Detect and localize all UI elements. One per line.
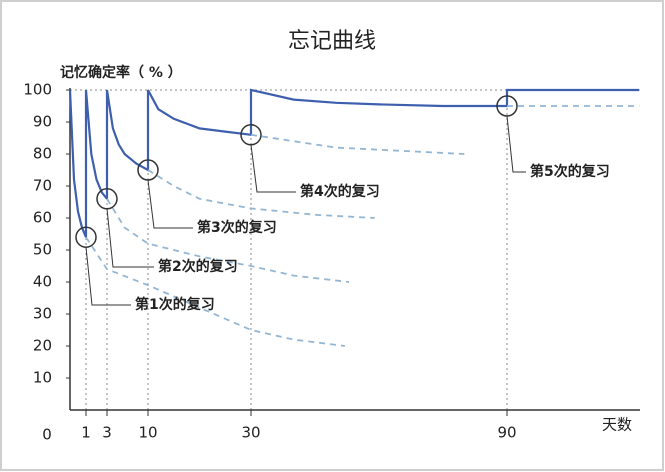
leader-line bbox=[250, 144, 296, 193]
y-tick-label: 90 bbox=[33, 113, 52, 131]
series-line bbox=[68, 88, 640, 238]
annotation-label: 第3次的复习 bbox=[197, 219, 277, 236]
review-marker bbox=[75, 226, 97, 248]
y-tick-label: 100 bbox=[23, 81, 52, 99]
y-tick-label: 50 bbox=[33, 241, 52, 259]
y-tick-label: 70 bbox=[33, 177, 52, 195]
review-marker bbox=[137, 159, 159, 181]
review-marker bbox=[240, 124, 262, 146]
y-tick-label: 20 bbox=[33, 337, 52, 355]
y-axis-label: 记忆确定率（ % ） bbox=[60, 64, 182, 81]
series-line bbox=[147, 169, 375, 219]
x-tick-label: 3 bbox=[102, 424, 112, 442]
x-tick-label: 0 bbox=[42, 426, 52, 444]
leader-line bbox=[106, 208, 154, 268]
x-tick-label: 1 bbox=[81, 424, 91, 442]
y-tick-label: 80 bbox=[33, 145, 52, 163]
leader-line bbox=[506, 115, 526, 173]
annotation-label: 第4次的复习 bbox=[300, 183, 380, 200]
y-tick-label: 30 bbox=[33, 305, 52, 323]
x-tick-label: 90 bbox=[497, 424, 516, 442]
chart-title: 忘记曲线 bbox=[288, 29, 376, 54]
x-tick-label: 10 bbox=[138, 424, 157, 442]
x-tick-label: 30 bbox=[241, 424, 260, 442]
annotation-label: 第2次的复习 bbox=[158, 258, 238, 275]
series-line bbox=[85, 236, 346, 347]
series-line bbox=[106, 198, 350, 283]
x-axis-label: 天数 bbox=[602, 416, 632, 434]
review-marker bbox=[496, 95, 518, 117]
y-tick-label: 40 bbox=[33, 273, 52, 291]
y-tick-label: 60 bbox=[33, 209, 52, 227]
review-marker bbox=[96, 188, 118, 210]
annotation-label: 第5次的复习 bbox=[530, 163, 610, 180]
leader-line bbox=[147, 179, 193, 229]
leader-line bbox=[85, 247, 131, 306]
annotation-label: 第1次的复习 bbox=[135, 296, 215, 313]
y-tick-label: 10 bbox=[33, 369, 52, 387]
